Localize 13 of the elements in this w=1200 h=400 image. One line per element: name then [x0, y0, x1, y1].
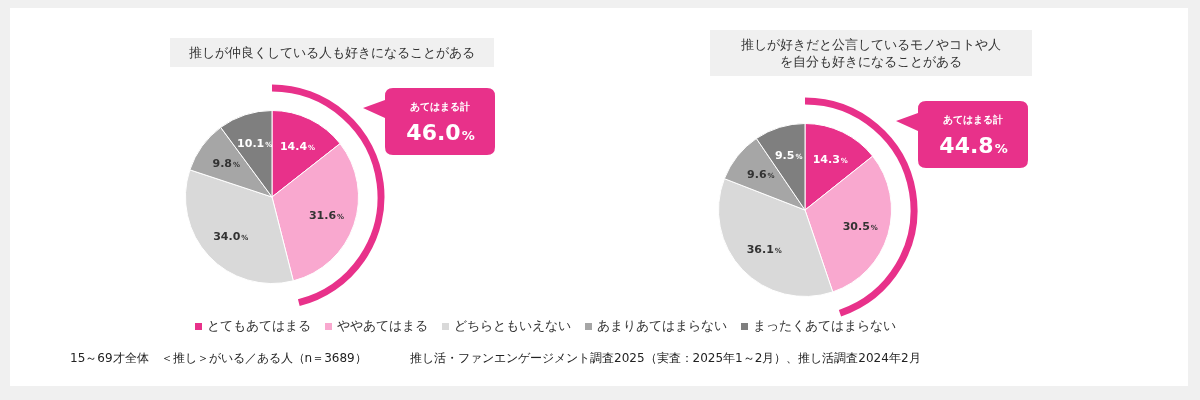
legend-label: あまりあてはまらない: [596, 318, 727, 335]
legend-label: まったくあてはまらない: [752, 318, 896, 335]
legend-label: ややあてはまる: [336, 318, 428, 335]
text: あてはまる計: [410, 101, 470, 112]
text: 46.0%: [406, 120, 475, 145]
text: 15～69才全体 ＜推し＞がいる／ある人（n＝3689）: [70, 350, 367, 367]
chart-title: 推しが好きだと公言しているモノやコトや人を自分も好きになることがある: [710, 30, 1032, 76]
text: 推し活・ファンエンゲージメント調査2025（実査：2025年1～2月）、推し活調査2024年2月: [410, 350, 921, 367]
legend-label: どちらともいえない: [453, 318, 571, 335]
legend-label: とてもあてはまる: [206, 318, 311, 335]
chart-title: 推しが仲良くしている人も好きになることがある: [170, 38, 494, 67]
text: 44.8%: [939, 133, 1008, 158]
text: あてはまる計: [943, 114, 1003, 125]
